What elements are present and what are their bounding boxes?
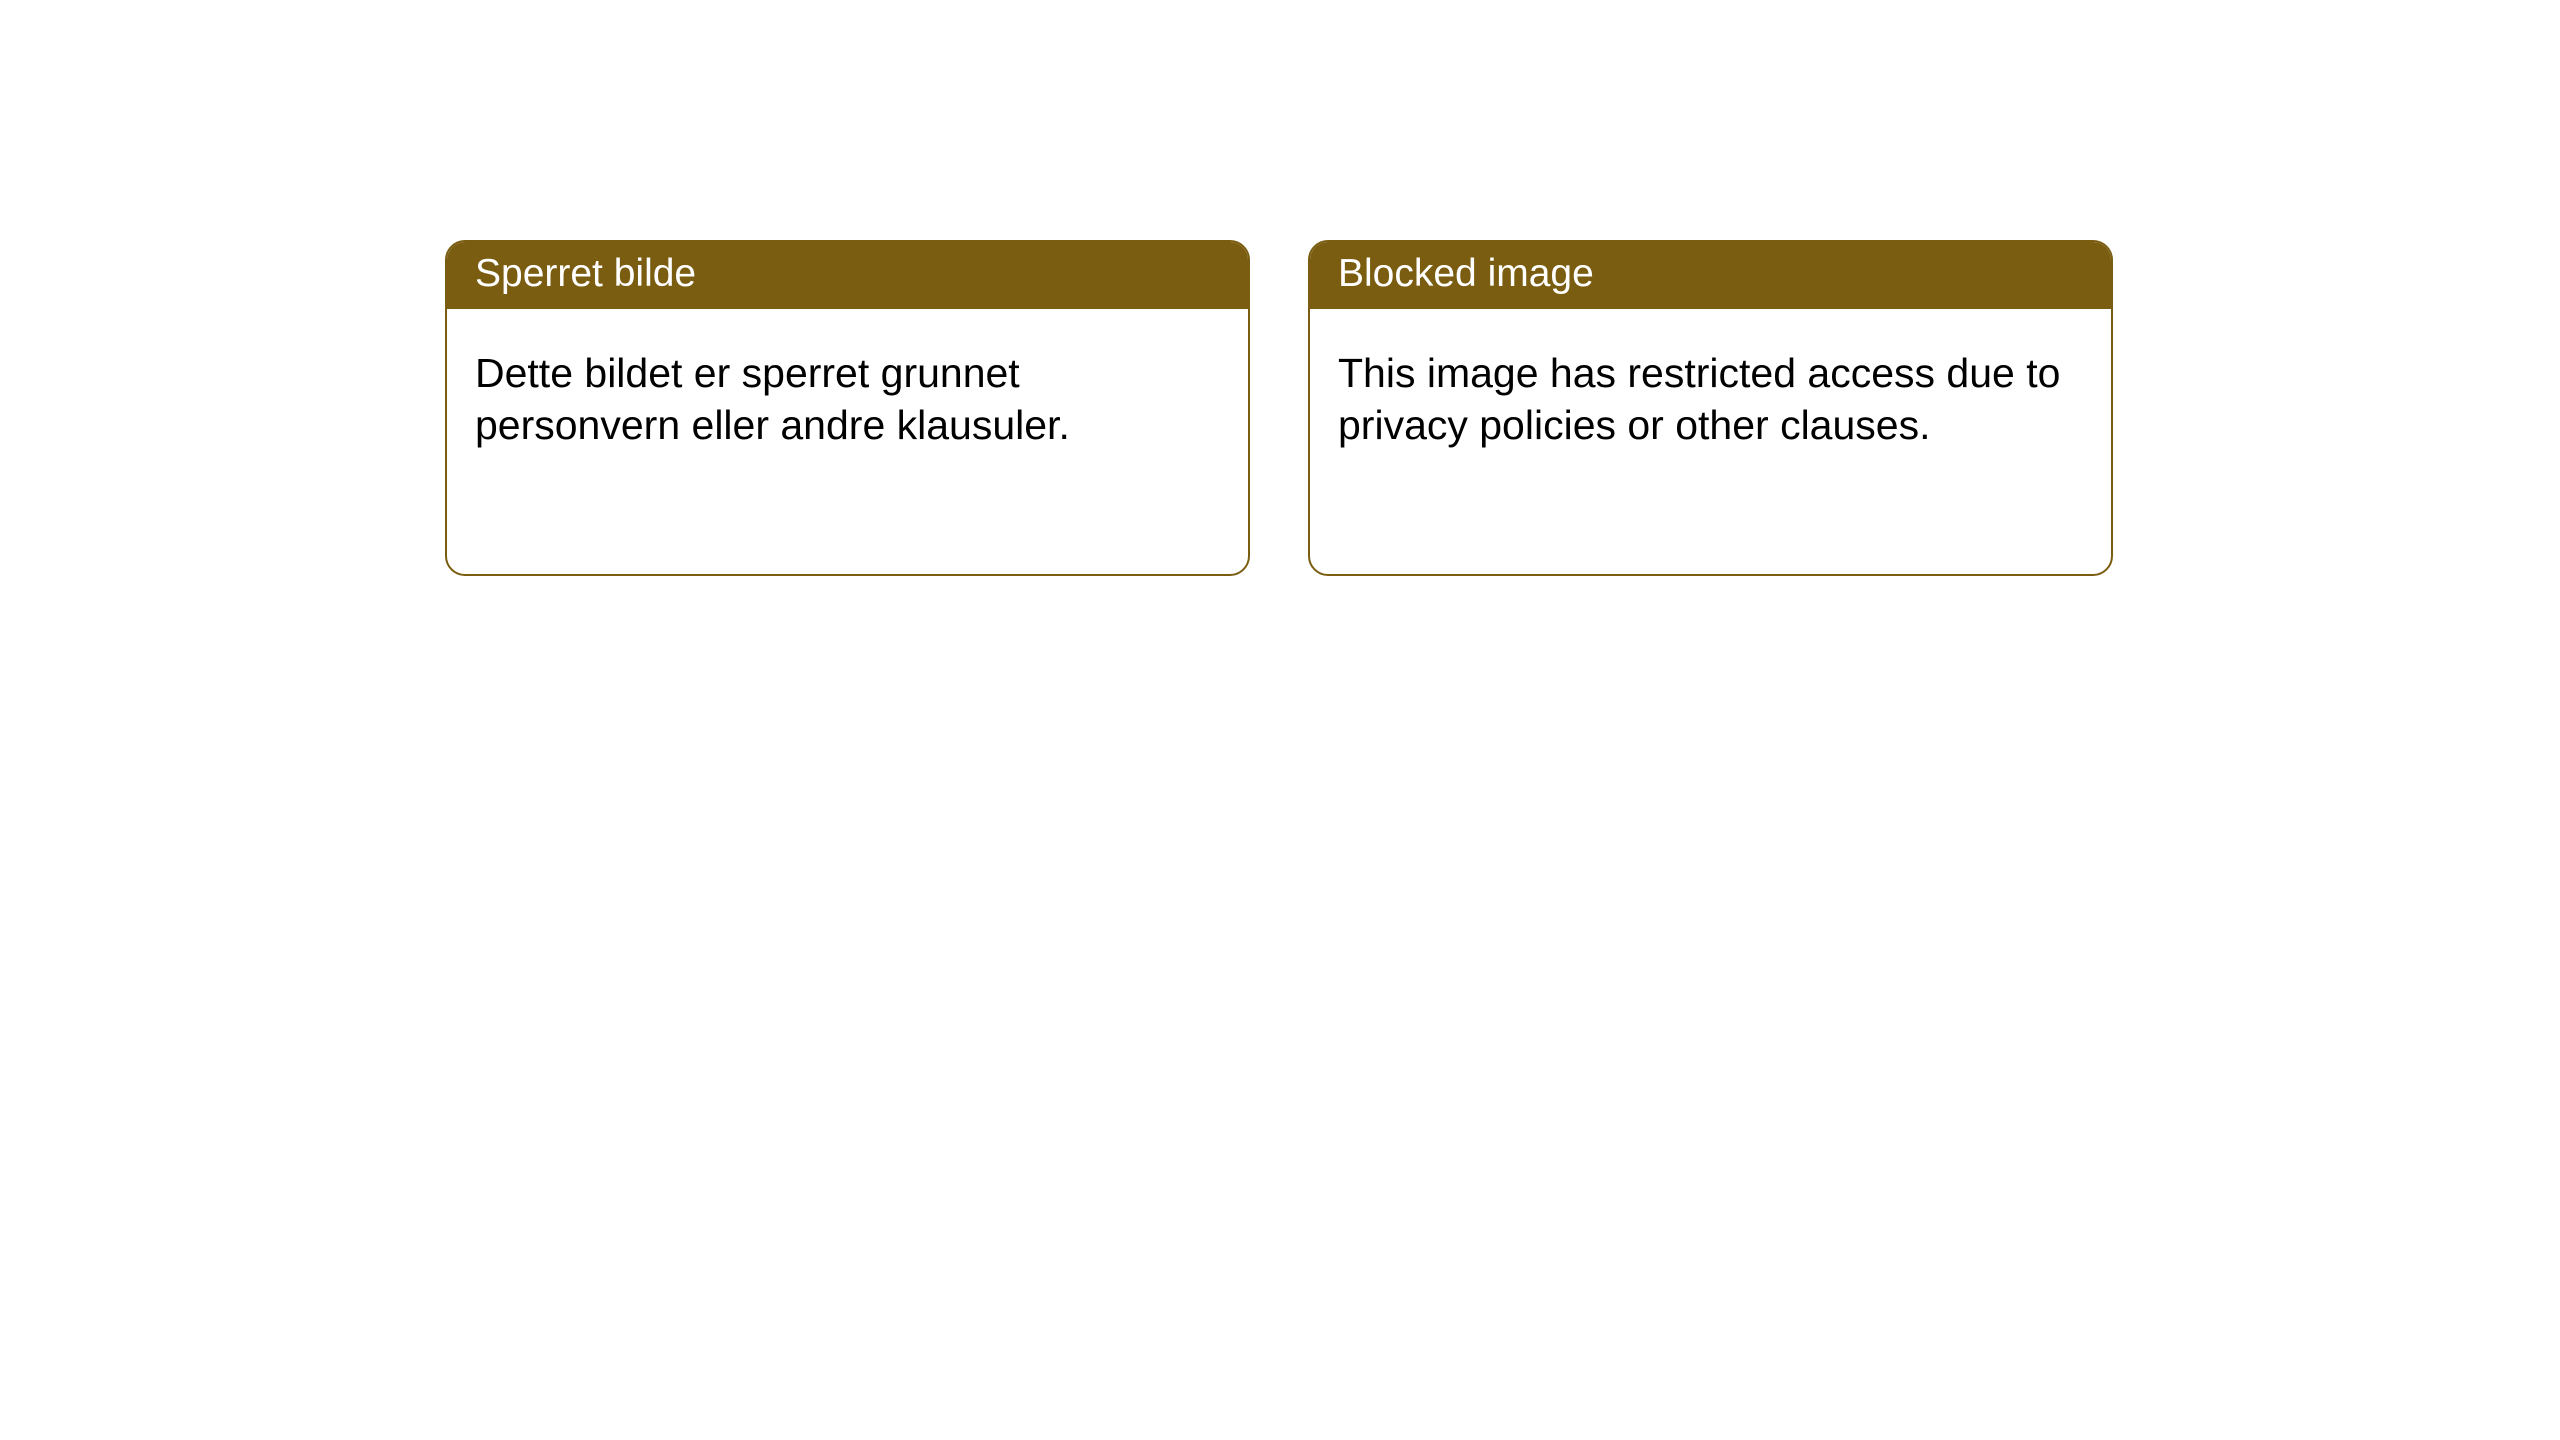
notice-header: Sperret bilde xyxy=(447,242,1248,309)
notice-header: Blocked image xyxy=(1310,242,2111,309)
notice-card-norwegian: Sperret bilde Dette bildet er sperret gr… xyxy=(445,240,1250,576)
notice-title: Sperret bilde xyxy=(475,252,696,295)
notice-container: Sperret bilde Dette bildet er sperret gr… xyxy=(0,0,2560,576)
notice-title: Blocked image xyxy=(1338,252,1594,295)
notice-body-text: This image has restricted access due to … xyxy=(1338,350,2060,448)
notice-body-text: Dette bildet er sperret grunnet personve… xyxy=(475,350,1070,448)
notice-body: This image has restricted access due to … xyxy=(1310,309,2111,479)
notice-body: Dette bildet er sperret grunnet personve… xyxy=(447,309,1248,479)
notice-card-english: Blocked image This image has restricted … xyxy=(1308,240,2113,576)
